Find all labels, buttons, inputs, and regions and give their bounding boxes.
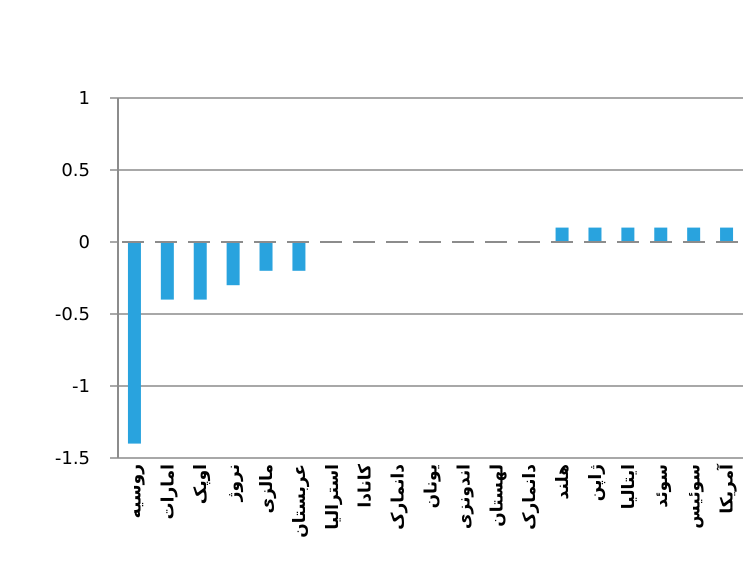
axes [110,97,743,459]
category-label: عربستان [290,464,310,538]
category-label: استرالیا [323,464,343,530]
bar [720,227,734,242]
category-label: دانمارک [520,464,540,530]
bar [555,227,569,242]
bar [654,227,668,242]
category-label: هلند [553,464,573,500]
bar [292,242,306,271]
category-label: یونان [422,464,442,508]
bar [127,242,141,444]
y-tick-label: 0.5 [61,160,90,181]
category-label: دانمارک [389,464,409,530]
bar [226,242,240,286]
bar [687,227,701,242]
bar [621,227,635,242]
category-label: سوئد [652,464,672,508]
bars [127,227,734,444]
category-label: لهستان [487,464,507,527]
category-label: سوئیس [685,464,705,529]
category-labels: روسیه امارات اوپک نروژ مالزی عربستان استرالیا ک… [125,463,737,538]
y-tick-labels: 1 0.5 0 -0.5 -1 -1.5 [55,88,90,469]
category-label: کانادا [356,464,376,508]
bar [259,242,273,271]
y-tick-label: 1 [79,88,90,109]
category-label: مالزی [257,464,277,513]
y-tick-label: -0.5 [55,304,90,325]
bar [588,227,602,242]
category-label: روسیه [125,464,145,518]
category-label: امارات [158,464,178,519]
gridlines [118,97,743,459]
category-label: آمریکا [716,463,738,514]
bar [193,242,207,300]
y-tick-label: -1.5 [55,448,90,469]
y-tick-label: 0 [79,232,90,253]
category-label: ایتالیا [619,464,639,509]
category-label: ژاپن [586,464,606,501]
bar [160,242,174,300]
category-label: نروژ [224,464,244,502]
y-tick-label: -1 [72,376,90,397]
category-label: اوپک [191,464,211,504]
category-label: اندونزی [454,464,474,529]
